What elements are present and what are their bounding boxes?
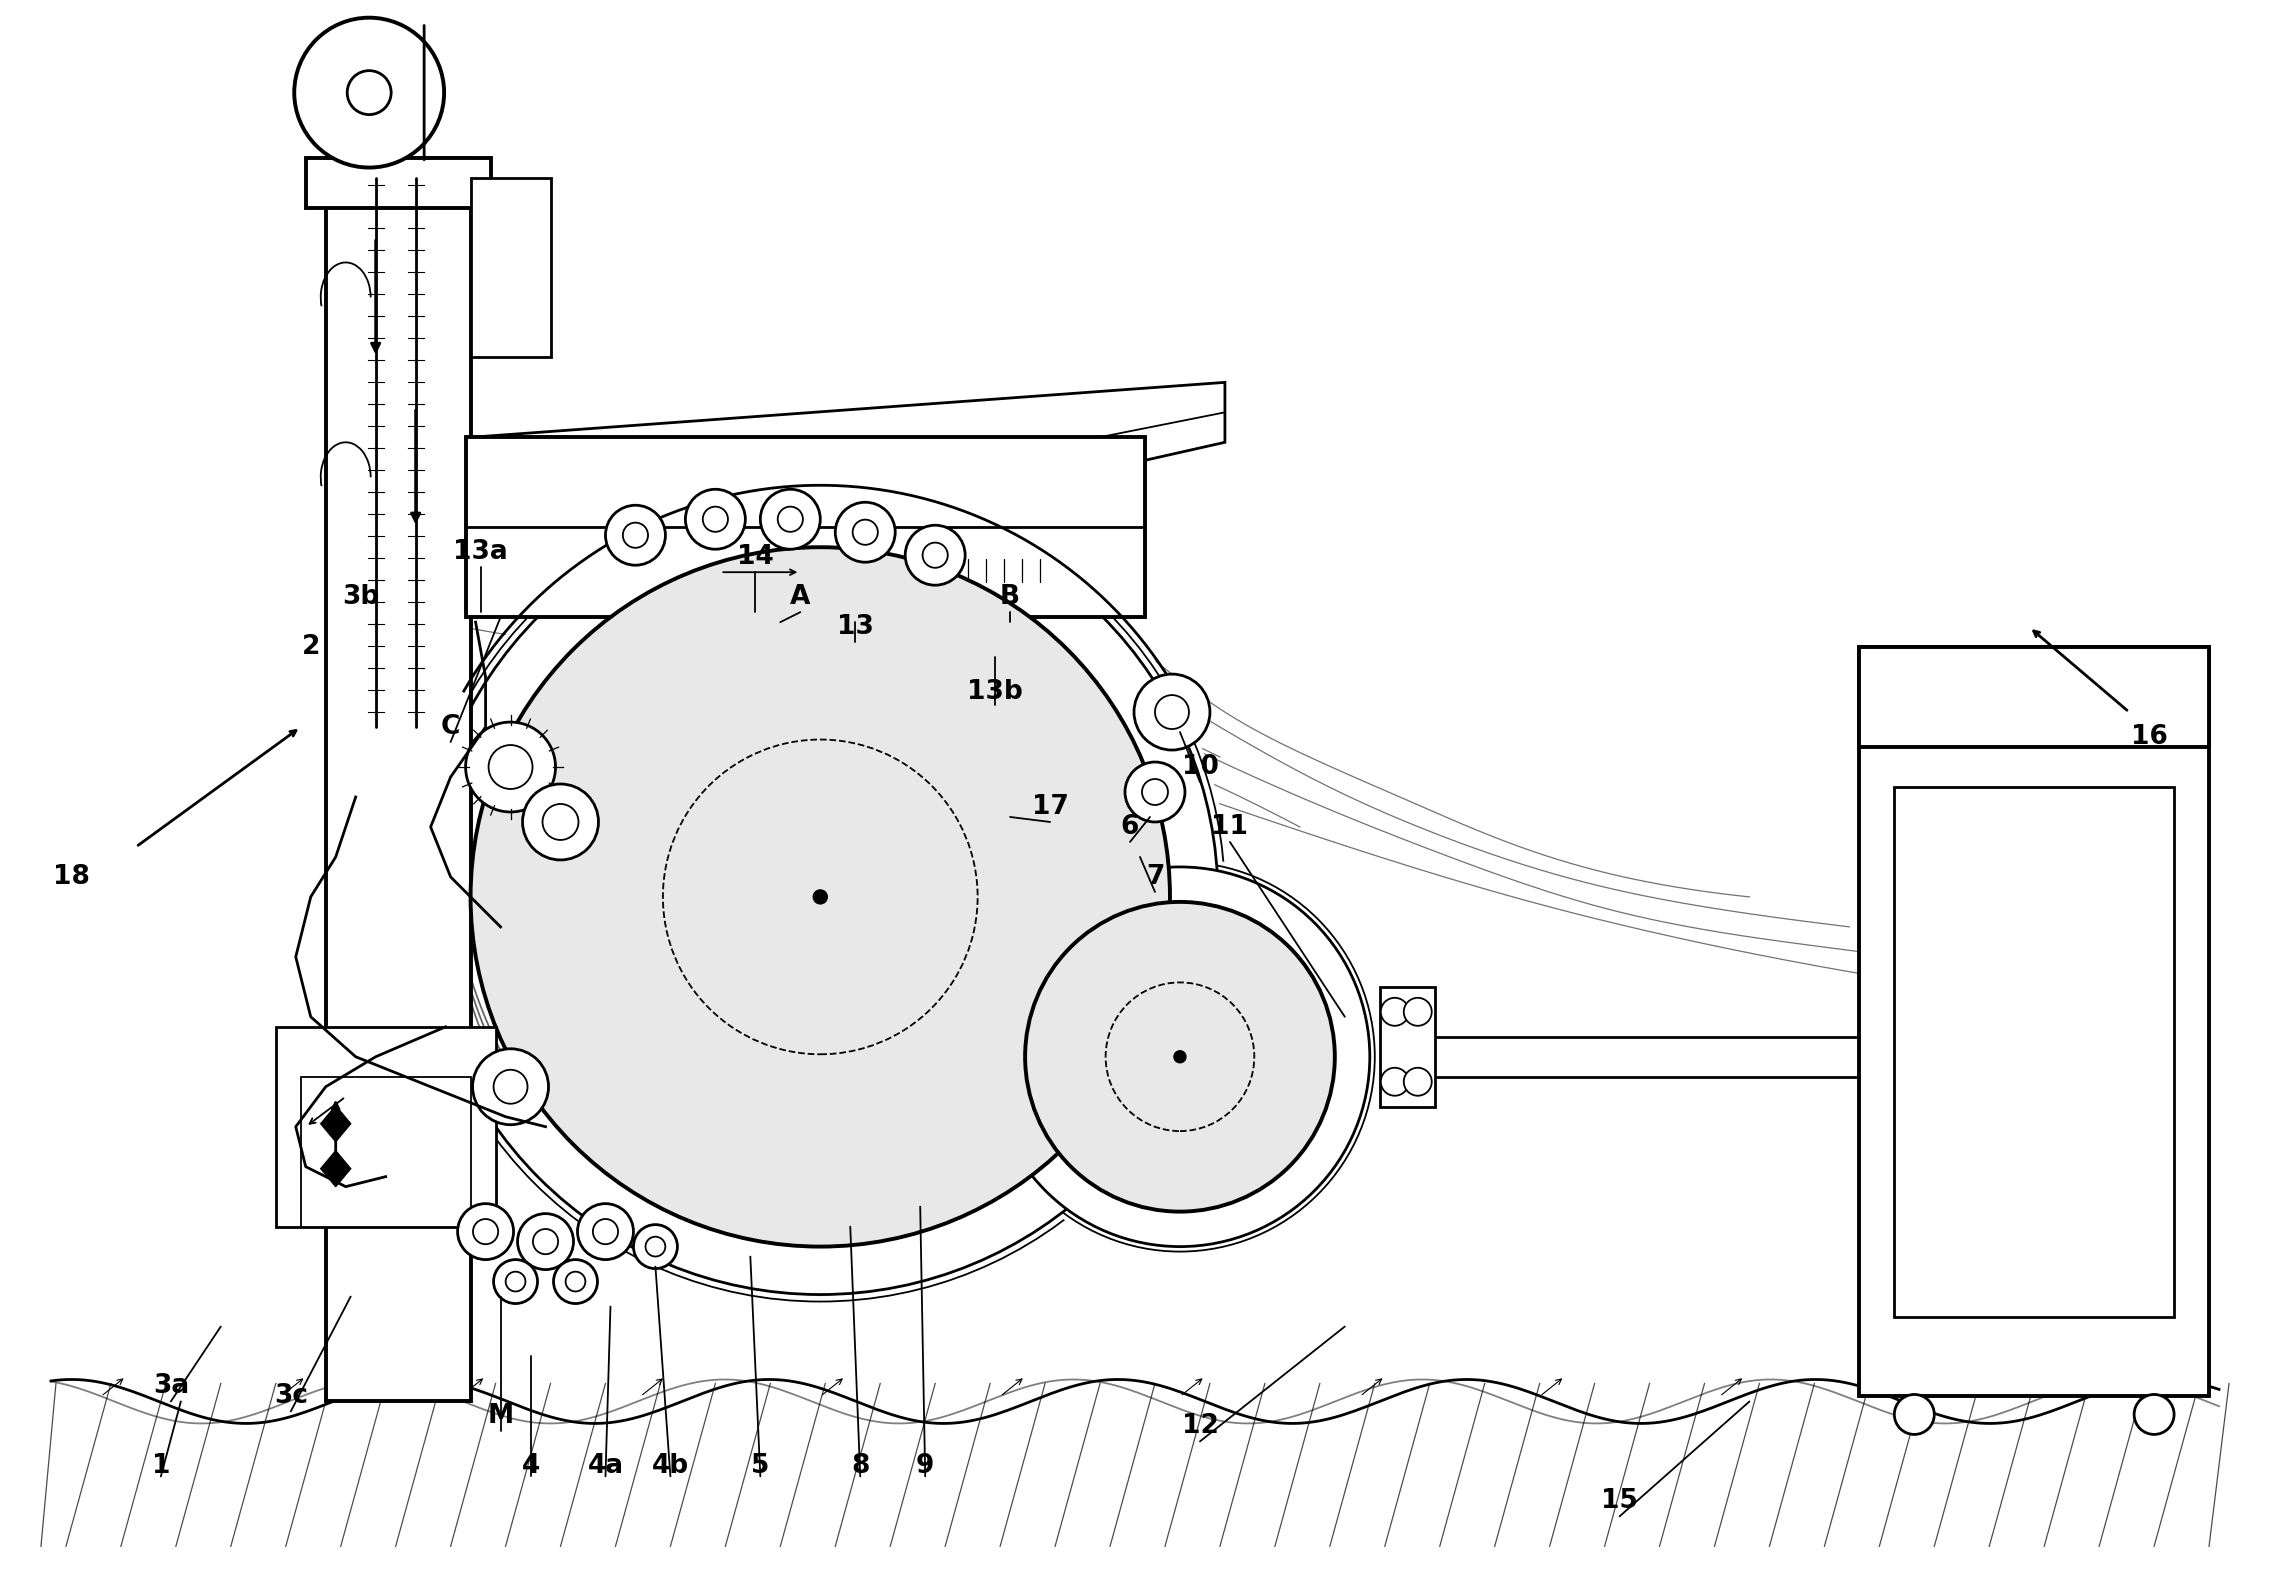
Circle shape: [293, 17, 443, 167]
Circle shape: [1105, 982, 1255, 1131]
Text: 6: 6: [1121, 814, 1139, 841]
Circle shape: [664, 740, 978, 1055]
Circle shape: [684, 489, 746, 549]
Circle shape: [466, 722, 555, 812]
Text: 4b: 4b: [653, 1454, 689, 1479]
Text: 8: 8: [850, 1454, 869, 1479]
Circle shape: [553, 1260, 598, 1304]
Circle shape: [778, 506, 803, 531]
Circle shape: [423, 500, 1219, 1295]
Circle shape: [348, 71, 391, 115]
Circle shape: [989, 867, 1369, 1246]
Circle shape: [1142, 779, 1169, 804]
Circle shape: [489, 744, 532, 788]
Text: 3a: 3a: [152, 1374, 189, 1399]
Circle shape: [646, 1236, 666, 1257]
Circle shape: [1135, 673, 1210, 751]
Text: 9: 9: [916, 1454, 935, 1479]
Circle shape: [416, 492, 1226, 1301]
Text: M: M: [487, 1404, 514, 1429]
Circle shape: [1026, 902, 1335, 1211]
Circle shape: [412, 487, 1230, 1306]
Bar: [1860, 647, 2208, 1397]
Circle shape: [905, 525, 964, 585]
Text: A: A: [789, 583, 810, 610]
Bar: [325, 158, 471, 1402]
Circle shape: [457, 1203, 514, 1260]
Text: 14: 14: [737, 544, 773, 571]
Circle shape: [466, 542, 1176, 1252]
Text: 17: 17: [1032, 793, 1069, 820]
Polygon shape: [471, 382, 1226, 612]
Text: 18: 18: [52, 864, 89, 889]
Text: 5: 5: [750, 1454, 769, 1479]
Text: 12: 12: [1182, 1413, 1219, 1440]
Circle shape: [594, 1219, 619, 1244]
Circle shape: [623, 522, 648, 547]
Circle shape: [473, 1219, 498, 1244]
Text: 4: 4: [521, 1454, 539, 1479]
Text: 1: 1: [152, 1454, 171, 1479]
Bar: [275, 1027, 496, 1227]
Bar: [471, 178, 550, 358]
Circle shape: [518, 1214, 573, 1269]
Text: 3c: 3c: [273, 1383, 307, 1410]
Polygon shape: [321, 1105, 350, 1142]
Circle shape: [985, 863, 1376, 1252]
Circle shape: [814, 889, 828, 904]
Circle shape: [532, 1228, 557, 1254]
Bar: [305, 158, 491, 208]
Bar: [1894, 787, 2174, 1317]
Circle shape: [835, 501, 896, 561]
Circle shape: [1380, 1068, 1410, 1096]
Text: 16: 16: [2131, 724, 2167, 751]
Circle shape: [605, 505, 666, 565]
Circle shape: [493, 1069, 528, 1104]
Circle shape: [853, 520, 878, 544]
Circle shape: [1173, 1050, 1187, 1063]
Circle shape: [1021, 897, 1339, 1216]
Circle shape: [1403, 1068, 1433, 1096]
Circle shape: [566, 1271, 584, 1292]
Circle shape: [634, 1225, 678, 1268]
Circle shape: [2133, 1394, 2174, 1435]
Circle shape: [760, 489, 821, 549]
Text: 13a: 13a: [453, 539, 507, 565]
Circle shape: [1894, 1394, 1935, 1435]
Text: 3b: 3b: [341, 583, 380, 610]
Circle shape: [1126, 762, 1185, 822]
Circle shape: [703, 506, 728, 531]
Text: 4a: 4a: [587, 1454, 623, 1479]
Circle shape: [1155, 695, 1189, 729]
Circle shape: [523, 784, 598, 859]
Polygon shape: [321, 1151, 350, 1186]
Text: 11: 11: [1212, 814, 1248, 841]
Text: 13: 13: [837, 613, 873, 640]
Bar: [466, 437, 1146, 617]
Text: C: C: [441, 714, 459, 740]
Circle shape: [923, 542, 948, 568]
Circle shape: [1380, 998, 1410, 1025]
Circle shape: [543, 804, 578, 841]
Circle shape: [473, 1049, 548, 1124]
Bar: [1380, 987, 1435, 1107]
Circle shape: [505, 1271, 525, 1292]
Circle shape: [578, 1203, 634, 1260]
Text: 13b: 13b: [966, 680, 1023, 705]
Text: B: B: [1001, 583, 1021, 610]
Text: 7: 7: [1146, 864, 1164, 889]
Text: 15: 15: [1601, 1489, 1637, 1514]
Bar: [1860, 647, 2208, 747]
Text: 2: 2: [302, 634, 321, 661]
Circle shape: [1403, 998, 1433, 1025]
Circle shape: [980, 856, 1380, 1257]
Bar: [300, 1077, 471, 1227]
Text: 10: 10: [1182, 754, 1219, 781]
Circle shape: [493, 1260, 537, 1304]
Circle shape: [471, 547, 1169, 1246]
